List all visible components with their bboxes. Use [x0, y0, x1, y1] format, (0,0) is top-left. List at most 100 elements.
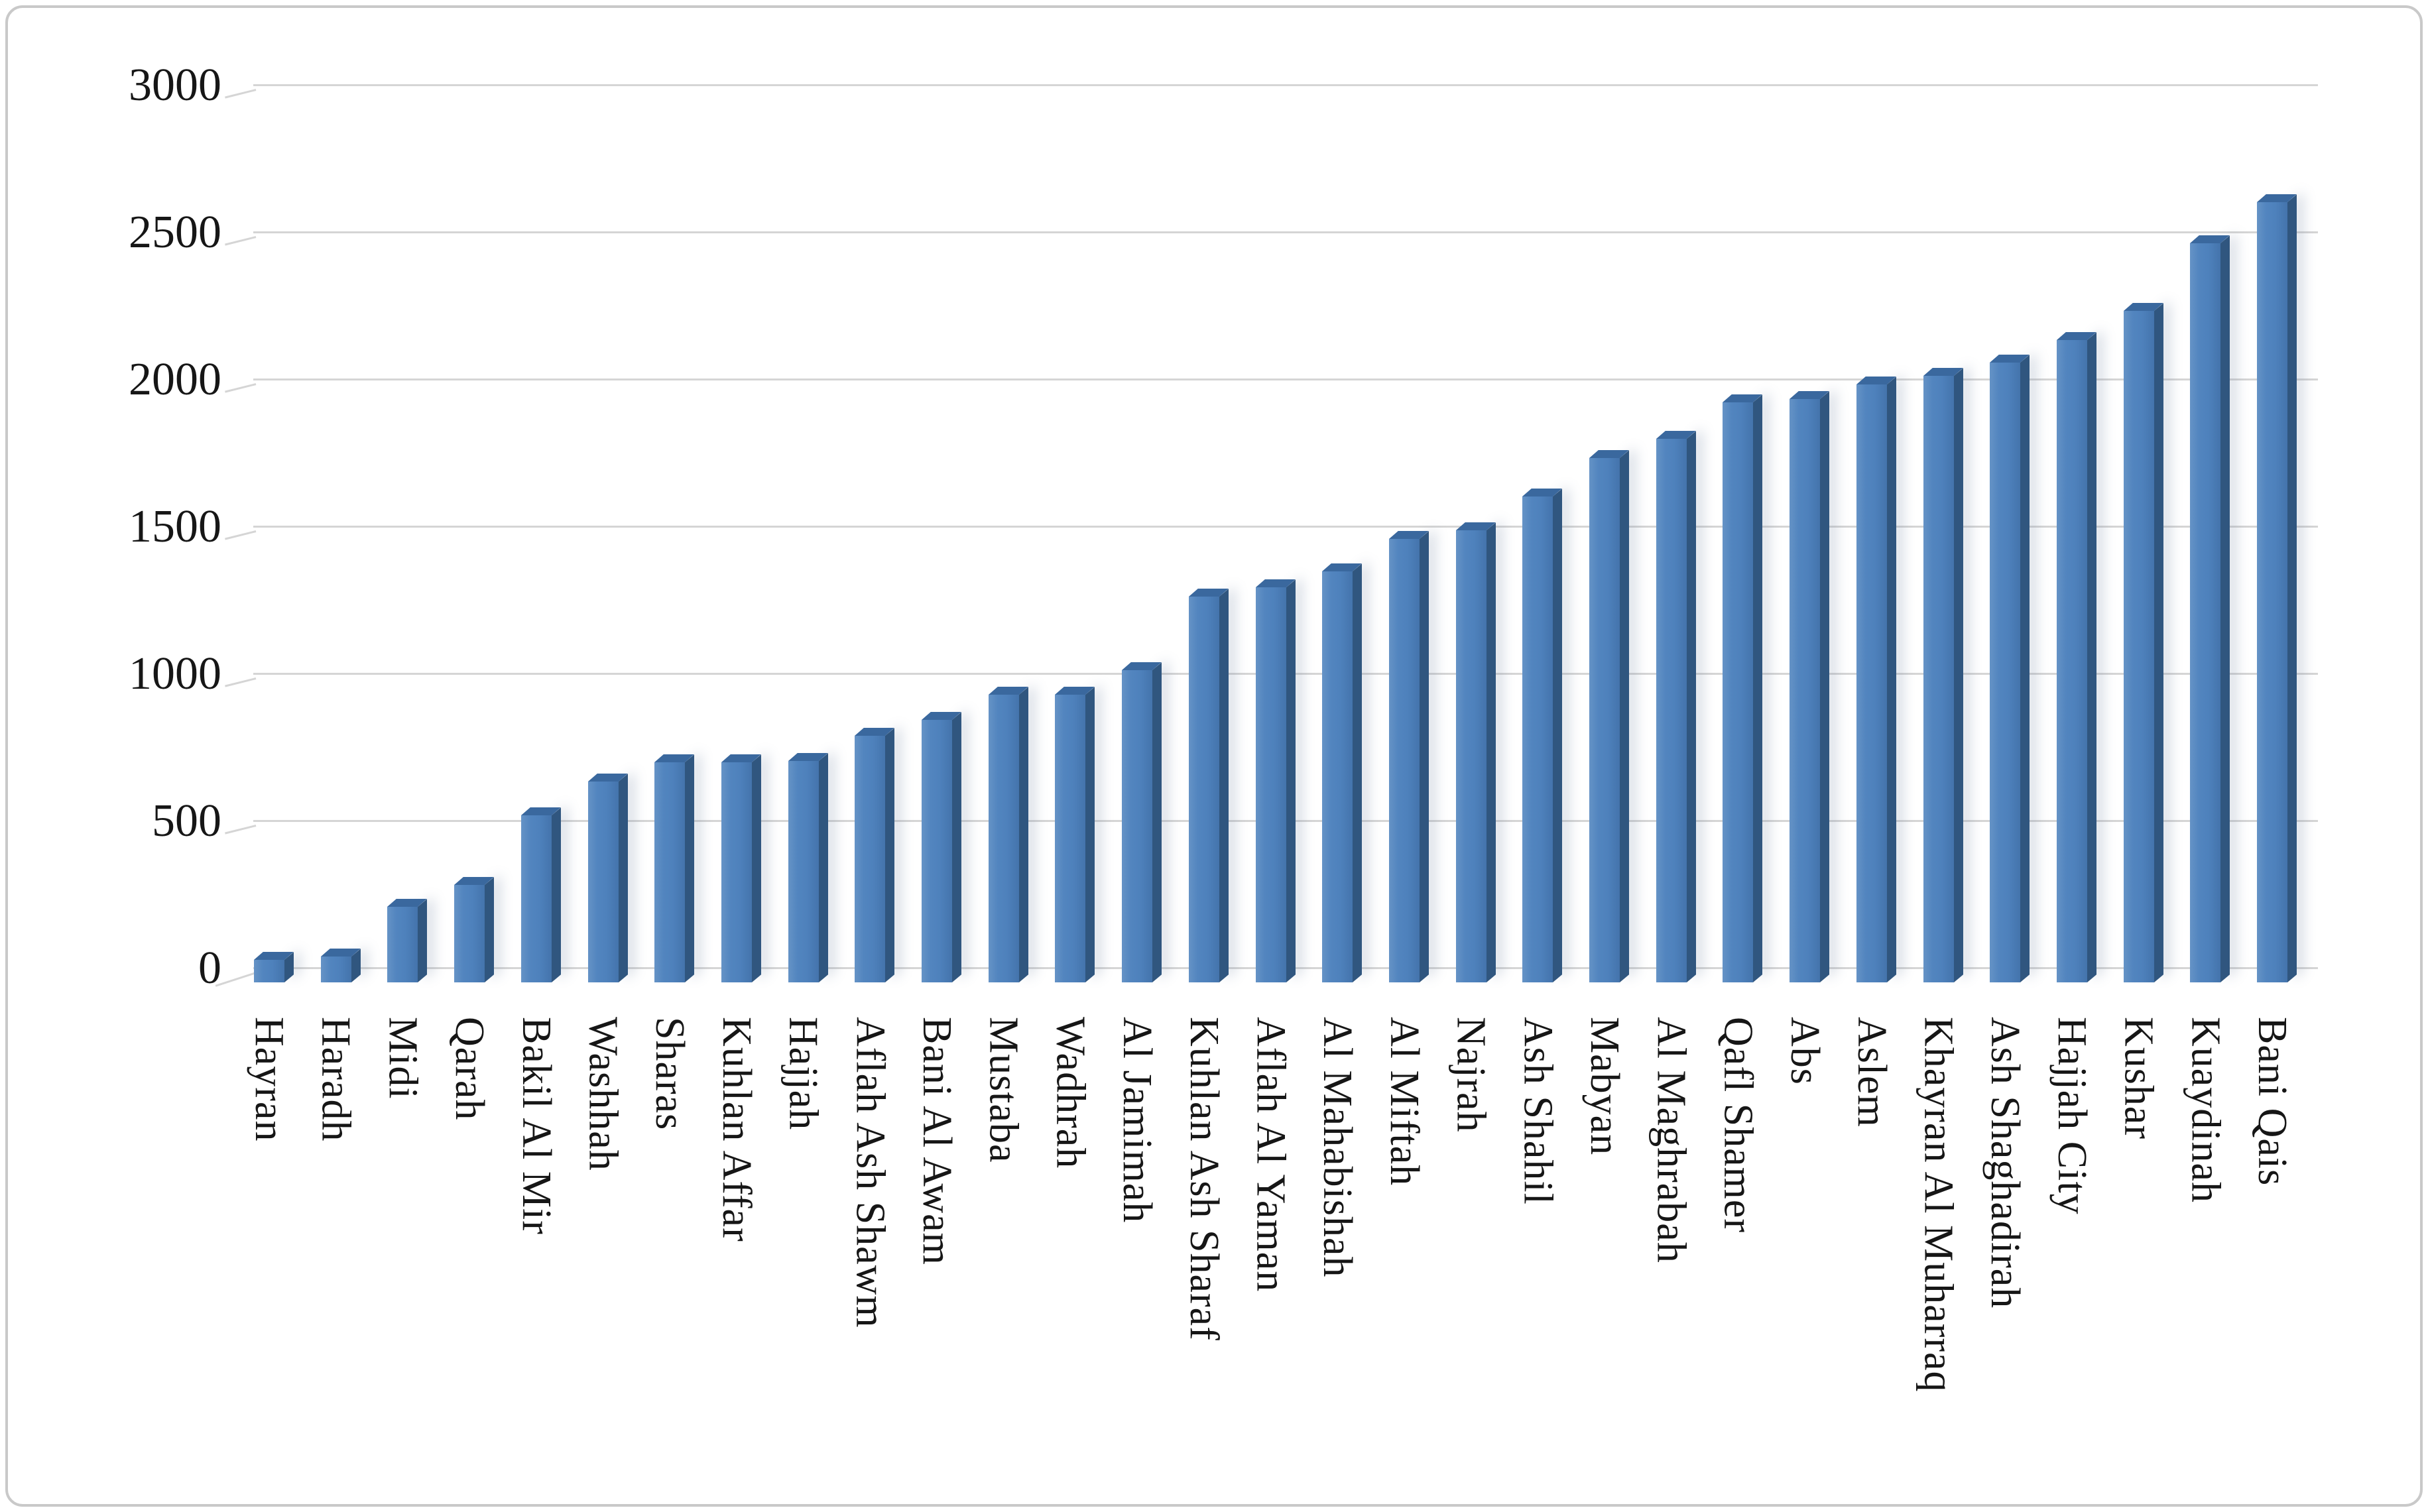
gridline-jog-2000	[225, 383, 257, 393]
bar-front-face	[1255, 587, 1286, 982]
x-axis-category-label: Kushar	[2116, 1017, 2161, 1140]
x-axis-category-label: Ash Shaghadirah	[1982, 1017, 2028, 1309]
bar-side-face	[885, 728, 895, 982]
bar-front-face	[788, 761, 819, 982]
gridline-jog-500	[225, 825, 257, 835]
bar-side-face	[1286, 579, 1296, 982]
y-axis-tick-label: 2500	[129, 207, 221, 258]
bar-front-face	[1122, 669, 1153, 982]
gridline-3000	[253, 84, 2318, 86]
bar-side-face	[2020, 354, 2030, 982]
x-axis-category-label: Al Miftah	[1381, 1017, 1427, 1187]
x-axis-category-label: Bakil Al Mir	[513, 1017, 559, 1235]
x-axis-category-label: Aflah Al Yaman	[1248, 1017, 1294, 1293]
x-axis-category-label: Bani Al Awam	[914, 1017, 959, 1265]
x-axis-category-label: Al Jamimah	[1115, 1017, 1160, 1224]
bar-side-face	[685, 754, 695, 982]
x-axis-category-label: Sharas	[647, 1017, 693, 1131]
bar-front-face	[387, 906, 418, 982]
gridline-jog-3000	[225, 89, 257, 99]
x-axis-category-label: Kuhlan Affar	[713, 1017, 759, 1242]
x-axis-category-label: Ash Shahil	[1515, 1017, 1561, 1205]
bar-side-face	[618, 774, 628, 982]
bar-front-face	[1522, 496, 1553, 982]
x-axis-category-label: Al Maghrabah	[1648, 1017, 1694, 1263]
bar-side-face	[952, 712, 961, 982]
gridline-2500	[253, 231, 2318, 233]
bar-side-face	[1620, 450, 1629, 982]
gridline-2000	[253, 378, 2318, 380]
bar-front-face	[922, 720, 952, 982]
x-axis-category-label: Wadhrah	[1048, 1017, 1093, 1169]
y-axis-tick-label: 0	[198, 943, 221, 994]
x-axis-category-label: Midi	[380, 1017, 426, 1100]
bar-front-face	[454, 884, 485, 982]
y-axis-tick-label: 1500	[129, 501, 221, 552]
bar-front-face	[2190, 243, 2221, 982]
bar-front-face	[1656, 439, 1687, 982]
bar-side-face	[1219, 588, 1229, 982]
x-axis-category-label: Hayran	[247, 1017, 292, 1142]
bar-front-face	[320, 957, 351, 982]
bar-front-face	[2257, 202, 2287, 982]
bar-front-face	[721, 762, 752, 982]
x-axis-category-label: Hajjah	[780, 1017, 826, 1131]
bar-side-face	[751, 754, 761, 982]
bar-side-face	[1686, 431, 1696, 982]
bar-front-face	[1990, 362, 2021, 982]
bar-front-face	[1856, 384, 1887, 982]
gridline-jog-2500	[225, 236, 257, 246]
bar-side-face	[1553, 488, 1563, 982]
x-axis-category-label: Aslem	[1849, 1017, 1894, 1128]
x-axis-category-label: Haradh	[313, 1017, 359, 1142]
bar-side-face	[1820, 391, 1830, 982]
x-axis-category-label: Hajjah City	[2049, 1017, 2094, 1215]
bar-side-face	[2087, 332, 2096, 982]
bar-front-face	[520, 815, 552, 982]
x-axis-category-label: Mustaba	[981, 1017, 1026, 1163]
x-axis-category-label: Mabyan	[1582, 1017, 1627, 1156]
bar-side-face	[1152, 662, 1162, 982]
gridline-jog-1000	[225, 677, 257, 687]
x-axis-category-label: Najrah	[1448, 1017, 1494, 1133]
x-axis-category-label: Abs	[1782, 1017, 1828, 1085]
bar-side-face	[1886, 377, 1896, 982]
bar-front-face	[654, 762, 686, 982]
bar-front-face	[1790, 399, 1821, 982]
bar-front-face	[1923, 375, 1954, 982]
bar-side-face	[1419, 531, 1429, 982]
y-axis-tick-label: 1000	[129, 648, 221, 699]
y-axis-tick-label: 3000	[129, 60, 221, 111]
bar-side-face	[2287, 194, 2297, 982]
bar-front-face	[587, 782, 619, 982]
bar-front-face	[2056, 340, 2087, 982]
x-axis-category-label: Khayran Al Muharraq	[1915, 1017, 1961, 1393]
bar-side-face	[1353, 563, 1363, 982]
bar-side-face	[2220, 235, 2230, 982]
bar-side-face	[551, 807, 561, 982]
bar-front-face	[988, 695, 1019, 982]
bar-side-face	[1753, 394, 1763, 982]
bar-front-face	[1455, 530, 1487, 982]
x-axis-category-label: Bani Qais	[2250, 1017, 2295, 1187]
bar-front-face	[254, 959, 284, 982]
bar-side-face	[1085, 687, 1095, 982]
x-axis-category-label: Kuhlan Ash Sharaf	[1181, 1017, 1227, 1341]
x-axis-category-label: Washhah	[580, 1017, 626, 1171]
bar-front-face	[1188, 596, 1219, 982]
x-axis-category-label: Al Mahabishah	[1315, 1017, 1361, 1278]
y-axis-tick-label: 2000	[129, 354, 221, 405]
gridline-1500	[253, 526, 2318, 528]
bar-front-face	[1589, 457, 1620, 982]
x-axis-category-label: Qafl Shamer	[1715, 1017, 1761, 1234]
bar-front-face	[1388, 538, 1420, 982]
bar-side-face	[1953, 367, 1963, 982]
bar-side-face	[485, 876, 495, 982]
x-axis-category-label: Qarah	[447, 1017, 493, 1121]
bar-front-face	[2123, 310, 2154, 982]
bar-front-face	[1723, 402, 1754, 982]
bar-side-face	[1018, 687, 1028, 982]
plot-area: 0 500 1000 1500 2000 2500 3000 Hayran Haradh Midi…	[8, 8, 2420, 1504]
bar-front-face	[1322, 571, 1353, 982]
bar-side-face	[1486, 522, 1496, 982]
